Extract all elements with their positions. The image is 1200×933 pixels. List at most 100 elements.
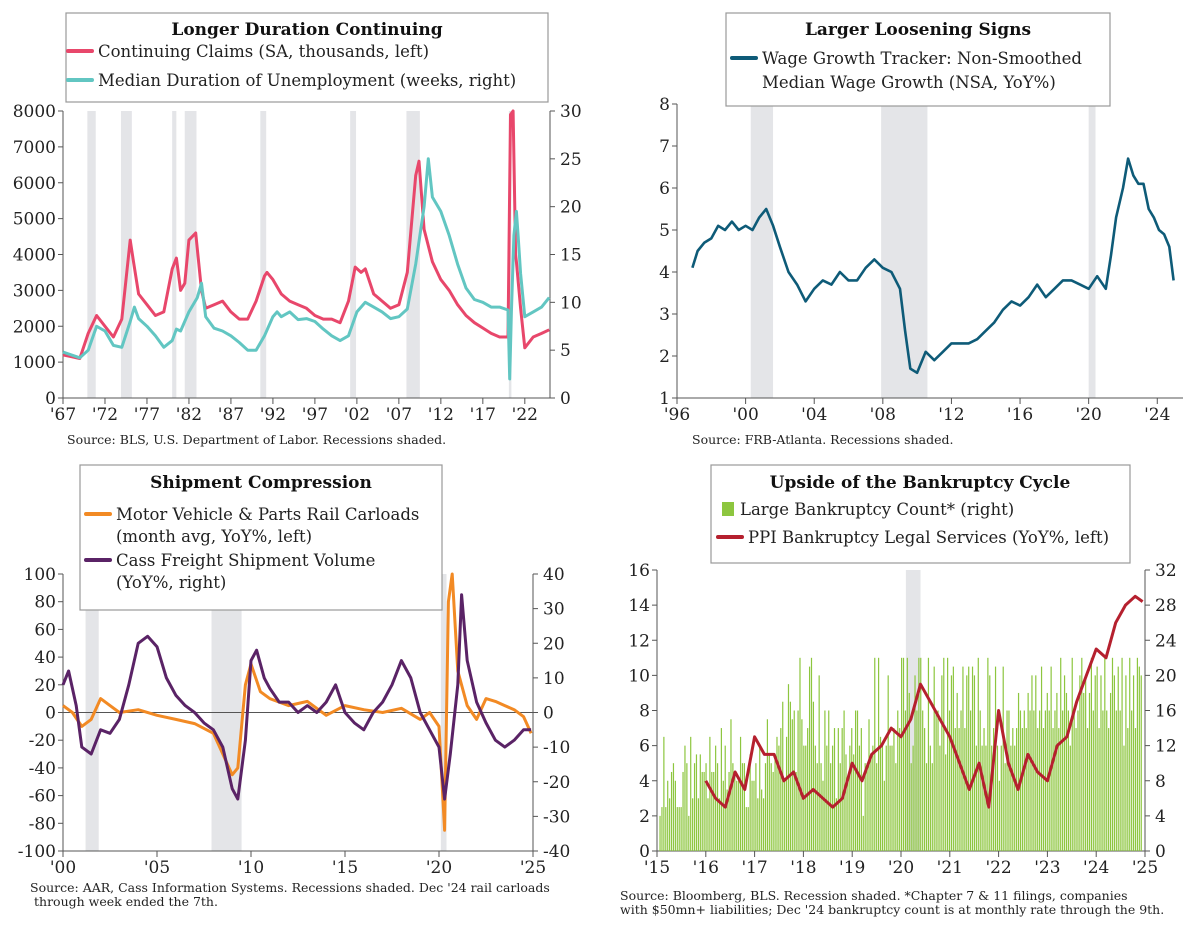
y-tick-label-left: 100 bbox=[24, 565, 56, 585]
recession-band bbox=[350, 111, 357, 398]
bar bbox=[1113, 675, 1116, 851]
y-tick-label-left: 14 bbox=[628, 596, 650, 616]
y-tick-label-left: 6 bbox=[659, 179, 670, 199]
y-tick-label-left: 0 bbox=[45, 704, 56, 724]
bar bbox=[1136, 657, 1139, 851]
bar bbox=[860, 728, 862, 851]
chart-title: Upside of the Bankruptcy Cycle bbox=[770, 473, 1071, 493]
legend-swatch bbox=[722, 502, 734, 516]
bar bbox=[670, 771, 673, 851]
bar bbox=[1115, 710, 1117, 851]
bar bbox=[749, 754, 751, 851]
bar bbox=[1088, 692, 1091, 851]
bar bbox=[808, 666, 811, 851]
bar bbox=[1085, 675, 1087, 851]
bar bbox=[1040, 666, 1043, 851]
bar bbox=[973, 675, 976, 851]
y-tick-label-left: 4000 bbox=[13, 246, 56, 266]
bar bbox=[977, 657, 979, 851]
recession-band bbox=[1088, 104, 1096, 398]
bar bbox=[912, 745, 914, 851]
bar bbox=[787, 684, 790, 851]
bar bbox=[1111, 657, 1114, 851]
y-tick-label-right: 30 bbox=[543, 600, 565, 620]
bar bbox=[870, 754, 872, 851]
x-tick-label: '77 bbox=[134, 405, 160, 425]
y-tick-label-left: 4 bbox=[659, 263, 670, 283]
bar bbox=[743, 763, 745, 851]
recession-band bbox=[87, 111, 96, 398]
y-tick-label-right: 4 bbox=[1155, 807, 1166, 827]
bar bbox=[893, 728, 895, 851]
bar bbox=[820, 763, 822, 851]
bar bbox=[947, 657, 949, 851]
bar bbox=[831, 745, 834, 851]
bar bbox=[1054, 710, 1056, 851]
y-tick-label-left: 7000 bbox=[13, 138, 56, 158]
bar bbox=[676, 807, 678, 851]
x-tick-label: '16 bbox=[1007, 405, 1033, 425]
bar bbox=[941, 675, 943, 851]
series-line-1 bbox=[61, 593, 532, 801]
bar bbox=[1131, 710, 1133, 851]
legend-label: Motor Vehicle & Parts Rail Carloads bbox=[116, 505, 419, 524]
bar bbox=[678, 807, 680, 851]
x-tick-label: '16 bbox=[693, 858, 719, 878]
bar bbox=[693, 763, 696, 851]
bar bbox=[916, 710, 918, 851]
x-tick-label: '22 bbox=[512, 405, 538, 425]
legend-label: (month avg, YoY%, left) bbox=[116, 527, 312, 546]
y-tick-label-left: 40 bbox=[34, 648, 56, 668]
bar bbox=[975, 745, 977, 851]
x-tick-label: '00 bbox=[50, 858, 76, 878]
y-tick-label-right: 0 bbox=[543, 704, 554, 724]
bar bbox=[970, 710, 972, 851]
y-tick-label-right: -30 bbox=[543, 807, 570, 827]
series-line-0 bbox=[62, 572, 533, 832]
bar bbox=[1132, 675, 1135, 851]
bar bbox=[998, 780, 1000, 851]
chart-panel-c1: '67'72'77'82'87'92'97'02'07'12'17'220100… bbox=[13, 12, 582, 447]
y-tick-label-right: 25 bbox=[560, 150, 582, 170]
bar bbox=[996, 745, 999, 851]
bar bbox=[1096, 666, 1098, 851]
bar bbox=[868, 719, 870, 851]
series-line-0 bbox=[704, 594, 1144, 809]
y-tick-label-left: -100 bbox=[18, 842, 56, 862]
bar bbox=[682, 771, 684, 851]
x-tick-label: '07 bbox=[386, 405, 412, 425]
y-tick-label-left: 2 bbox=[659, 347, 670, 367]
bar bbox=[883, 780, 885, 851]
chart-title: Longer Duration Continuing bbox=[171, 20, 442, 40]
bar bbox=[692, 798, 694, 851]
bar bbox=[1094, 675, 1096, 851]
bar bbox=[707, 798, 709, 851]
bar bbox=[954, 728, 956, 851]
bar bbox=[906, 657, 908, 851]
bar bbox=[1062, 710, 1064, 851]
bar bbox=[853, 754, 855, 851]
bar bbox=[1058, 728, 1060, 851]
bar bbox=[925, 763, 928, 851]
bar bbox=[945, 754, 947, 851]
bar bbox=[799, 657, 801, 851]
bar bbox=[816, 763, 818, 851]
legend-box bbox=[79, 464, 443, 611]
x-tick-label: '24 bbox=[1083, 858, 1109, 878]
bar bbox=[680, 807, 682, 851]
bar bbox=[891, 745, 893, 851]
bar bbox=[778, 745, 780, 851]
bar bbox=[935, 710, 937, 851]
bar bbox=[686, 763, 688, 851]
bar bbox=[822, 780, 824, 851]
bar bbox=[667, 780, 669, 851]
source-note: Source: BLS, U.S. Department of Labor. R… bbox=[67, 432, 446, 447]
bar bbox=[1060, 657, 1062, 851]
bar bbox=[711, 771, 713, 851]
y-tick-label-left: 6000 bbox=[13, 174, 56, 194]
bar bbox=[927, 657, 930, 851]
y-tick-label-left: 60 bbox=[34, 620, 56, 640]
y-tick-label-right: 16 bbox=[1155, 702, 1177, 722]
bar bbox=[1119, 710, 1121, 851]
bar bbox=[739, 736, 742, 851]
